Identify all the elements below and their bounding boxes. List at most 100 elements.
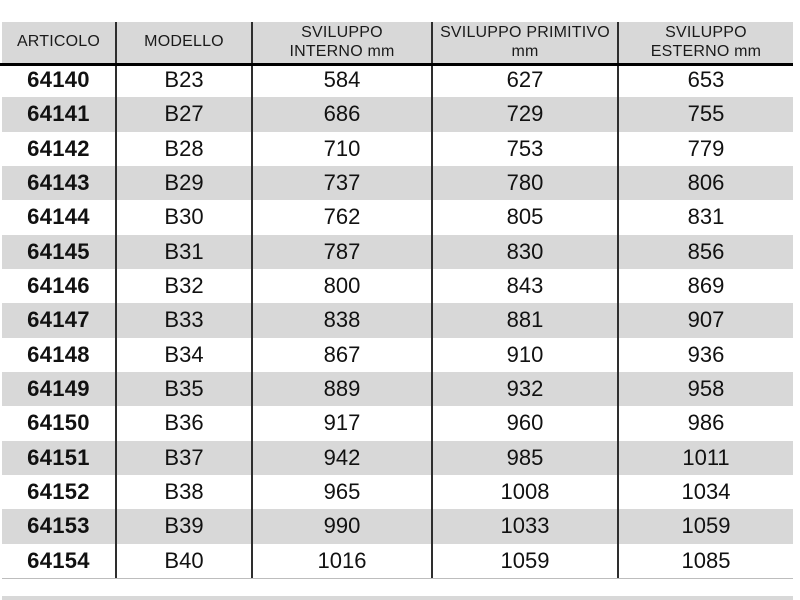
table-row: 64154 B40 1016 1059 1085 xyxy=(2,543,793,578)
cell-sviluppo-primitivo: 805 xyxy=(431,200,617,235)
table-row: 64143 B29 737 780 806 xyxy=(2,165,793,201)
table-row: 64145 B31 787 830 856 xyxy=(2,234,793,269)
parts-table: ARTICOLO MODELLO SVILUPPO INTERNO mm SVI… xyxy=(2,22,793,579)
cell-sviluppo-esterno: 856 xyxy=(617,234,793,269)
cell-sviluppo-esterno: 653 xyxy=(617,63,793,98)
cell-sviluppo-interno: 838 xyxy=(251,303,431,338)
cell-sviluppo-interno: 737 xyxy=(251,165,431,201)
cell-modello: B29 xyxy=(115,165,251,201)
table-row: 64146 B32 800 843 869 xyxy=(2,268,793,304)
cell-modello: B37 xyxy=(115,440,251,475)
table-row: 64153 B39 990 1033 1059 xyxy=(2,509,793,544)
cell-sviluppo-primitivo: 729 xyxy=(431,97,617,132)
cell-modello: B38 xyxy=(115,474,251,510)
cell-articolo: 64148 xyxy=(27,341,90,367)
cell-articolo: 64146 xyxy=(27,273,90,299)
cell-sviluppo-esterno: 1011 xyxy=(617,440,793,475)
cell-articolo: 64145 xyxy=(27,238,90,264)
cell-sviluppo-interno: 917 xyxy=(251,406,431,441)
cell-sviluppo-esterno: 936 xyxy=(617,337,793,372)
table-row: 64152 B38 965 1008 1034 xyxy=(2,474,793,510)
cell-articolo: 64141 xyxy=(27,101,90,127)
cell-sviluppo-primitivo: 843 xyxy=(431,268,617,304)
header-underline xyxy=(0,63,793,66)
cell-modello: B35 xyxy=(115,371,251,407)
column-header-modello: MODELLO xyxy=(115,22,251,63)
column-header-articolo: ARTICOLO xyxy=(16,33,101,51)
cell-sviluppo-interno: 942 xyxy=(251,440,431,475)
cell-sviluppo-esterno: 806 xyxy=(617,165,793,201)
bottom-partial-row-stripe xyxy=(2,596,793,600)
cell-sviluppo-esterno: 1085 xyxy=(617,543,793,578)
table-row: 64149 B35 889 932 958 xyxy=(2,371,793,407)
cell-articolo: 64153 xyxy=(27,513,90,539)
cell-articolo: 64149 xyxy=(27,376,90,402)
cell-articolo: 64144 xyxy=(27,204,90,230)
cell-sviluppo-esterno: 755 xyxy=(617,97,793,132)
table-row: 64144 B30 762 805 831 xyxy=(2,200,793,235)
cell-sviluppo-interno: 867 xyxy=(251,337,431,372)
cell-sviluppo-esterno: 1034 xyxy=(617,474,793,510)
table-row: 64142 B28 710 753 779 xyxy=(2,131,793,166)
table-row: 64150 B36 917 960 986 xyxy=(2,406,793,441)
cell-sviluppo-esterno: 958 xyxy=(617,371,793,407)
cell-sviluppo-esterno: 831 xyxy=(617,200,793,235)
table-header-row: ARTICOLO MODELLO SVILUPPO INTERNO mm SVI… xyxy=(2,22,793,63)
cell-modello: B30 xyxy=(115,200,251,235)
cell-sviluppo-primitivo: 780 xyxy=(431,165,617,201)
table-row: 64140 B23 584 627 653 xyxy=(2,63,793,98)
cell-modello: B27 xyxy=(115,97,251,132)
cell-sviluppo-primitivo: 1033 xyxy=(431,509,617,544)
cell-sviluppo-interno: 990 xyxy=(251,509,431,544)
cell-sviluppo-interno: 800 xyxy=(251,268,431,304)
cell-sviluppo-primitivo: 960 xyxy=(431,406,617,441)
cell-sviluppo-primitivo: 910 xyxy=(431,337,617,372)
cell-articolo: 64142 xyxy=(27,135,90,161)
cell-modello: B36 xyxy=(115,406,251,441)
cell-sviluppo-esterno: 869 xyxy=(617,268,793,304)
cell-sviluppo-interno: 787 xyxy=(251,234,431,269)
cell-sviluppo-primitivo: 1008 xyxy=(431,474,617,510)
cell-sviluppo-primitivo: 753 xyxy=(431,131,617,166)
cell-articolo: 64147 xyxy=(27,307,90,333)
cell-modello: B39 xyxy=(115,509,251,544)
cell-articolo: 64150 xyxy=(27,410,90,436)
cell-sviluppo-primitivo: 830 xyxy=(431,234,617,269)
cell-sviluppo-esterno: 1059 xyxy=(617,509,793,544)
cell-modello: B34 xyxy=(115,337,251,372)
cell-articolo: 64152 xyxy=(27,479,90,505)
cell-articolo: 64154 xyxy=(27,547,90,573)
cell-modello: B28 xyxy=(115,131,251,166)
table-row: 64147 B33 838 881 907 xyxy=(2,303,793,338)
cell-sviluppo-primitivo: 1059 xyxy=(431,543,617,578)
cell-sviluppo-esterno: 907 xyxy=(617,303,793,338)
cell-articolo: 64143 xyxy=(27,170,90,196)
column-header-sviluppo-primitivo: SVILUPPO PRIMITIVO mm xyxy=(431,22,617,63)
cell-modello: B33 xyxy=(115,303,251,338)
cell-articolo: 64151 xyxy=(27,444,90,470)
cell-sviluppo-esterno: 986 xyxy=(617,406,793,441)
cell-articolo: 64140 xyxy=(27,67,90,93)
cell-modello: B23 xyxy=(115,63,251,98)
table-row: 64151 B37 942 985 1011 xyxy=(2,440,793,475)
cell-sviluppo-esterno: 779 xyxy=(617,131,793,166)
table-row: 64148 B34 867 910 936 xyxy=(2,337,793,372)
table-row: 64141 B27 686 729 755 xyxy=(2,97,793,132)
cell-modello: B32 xyxy=(115,268,251,304)
cell-sviluppo-primitivo: 932 xyxy=(431,371,617,407)
cell-sviluppo-interno: 889 xyxy=(251,371,431,407)
table-body: 64140 B23 584 627 653 64141 B27 686 729 … xyxy=(2,63,793,579)
column-header-sviluppo-interno: SVILUPPO INTERNO mm xyxy=(251,22,431,63)
cell-sviluppo-primitivo: 985 xyxy=(431,440,617,475)
cell-modello: B40 xyxy=(115,543,251,578)
cell-sviluppo-interno: 1016 xyxy=(251,543,431,578)
cell-sviluppo-interno: 762 xyxy=(251,200,431,235)
cell-sviluppo-interno: 686 xyxy=(251,97,431,132)
cell-sviluppo-interno: 965 xyxy=(251,474,431,510)
cell-sviluppo-interno: 584 xyxy=(251,63,431,98)
cell-sviluppo-primitivo: 627 xyxy=(431,63,617,98)
cell-sviluppo-interno: 710 xyxy=(251,131,431,166)
cell-sviluppo-primitivo: 881 xyxy=(431,303,617,338)
cell-modello: B31 xyxy=(115,234,251,269)
column-header-sviluppo-esterno: SVILUPPO ESTERNO mm xyxy=(617,22,793,63)
